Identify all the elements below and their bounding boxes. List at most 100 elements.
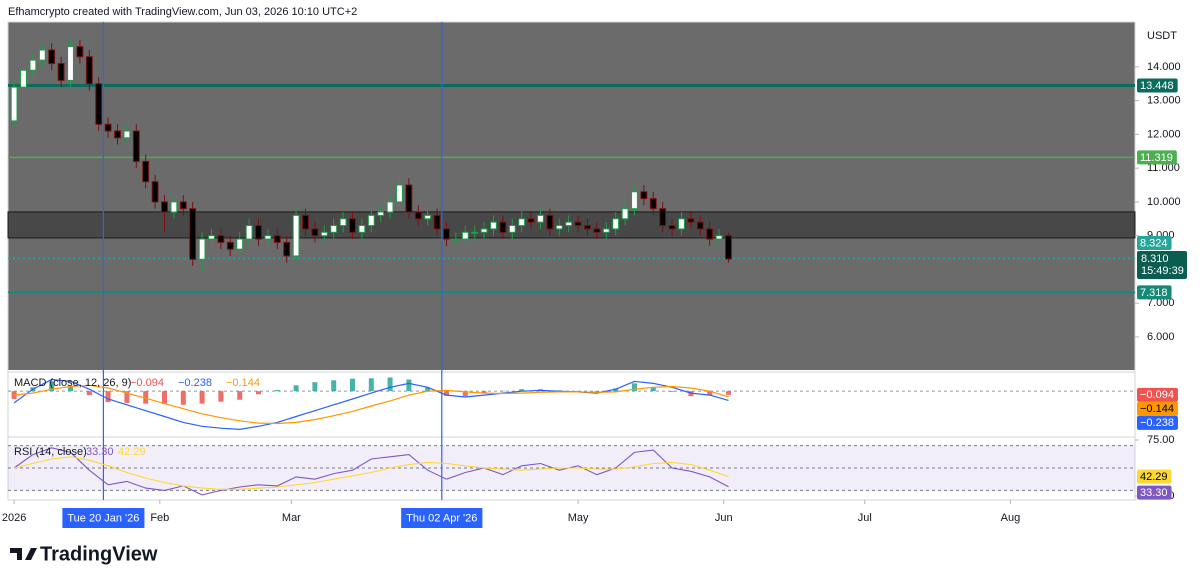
candle-body	[38, 49, 46, 61]
candle-body	[659, 208, 667, 227]
value-label-text: −0.238	[1140, 417, 1174, 429]
histogram-bar	[312, 382, 318, 392]
candle-body	[123, 130, 131, 139]
histogram-bar	[124, 391, 130, 403]
candle-body	[161, 201, 168, 213]
level-label: 8.324	[1137, 235, 1172, 250]
legend-value: −0.094	[130, 377, 164, 389]
rsi-line	[13, 456, 729, 490]
candle-body	[612, 218, 620, 230]
y-tick-label: 12.000	[1147, 128, 1181, 140]
candle-body	[208, 235, 215, 240]
candle-body	[480, 228, 488, 233]
candle-body	[76, 46, 84, 58]
candle-body	[602, 228, 610, 233]
y-tick-label: 75.00	[1147, 434, 1175, 446]
y-tick-label: 6.000	[1147, 331, 1175, 343]
value-label: −0.094	[1137, 387, 1178, 402]
price-pane	[8, 22, 1135, 370]
x-tick-label: Jun	[715, 512, 733, 524]
brand-logo: TradingView	[10, 543, 158, 565]
candle-body	[132, 130, 140, 162]
histogram-bar	[237, 391, 243, 400]
histogram-bar	[500, 390, 506, 392]
candle-body	[546, 214, 554, 230]
countdown-text: 15:49:39	[1141, 265, 1184, 277]
histogram-bar	[293, 385, 299, 392]
candle-body	[311, 228, 319, 237]
candle-body	[85, 56, 93, 85]
candle-body	[217, 235, 225, 243]
histogram-bar	[68, 386, 74, 392]
level-label-bg	[1137, 150, 1177, 165]
legend-value: 42.29	[118, 446, 146, 458]
candle-body	[574, 221, 582, 227]
rsi-line	[13, 447, 729, 496]
histogram-bar	[481, 391, 487, 394]
candle-body	[349, 218, 356, 233]
histogram-bar	[725, 391, 731, 395]
candle-body	[443, 228, 450, 240]
value-label: −0.144	[1137, 401, 1178, 416]
candle-body	[471, 231, 479, 234]
level-label: 11.319	[1137, 150, 1177, 165]
candle-body	[687, 218, 695, 223]
histogram-bar	[650, 387, 656, 392]
histogram-bar	[255, 391, 261, 395]
candle-body	[151, 181, 159, 203]
y-tick-label: 7.000	[1147, 297, 1175, 309]
candle-body	[367, 214, 375, 227]
y-tick-label: 13.000	[1147, 95, 1181, 107]
candle-body	[358, 225, 366, 233]
candle-body	[518, 218, 526, 227]
level-label: 7.318	[1137, 285, 1172, 300]
candle-body	[104, 123, 112, 132]
candle-body	[95, 83, 103, 125]
histogram-bar	[86, 391, 92, 396]
candle-body	[396, 184, 403, 203]
histogram-bar	[519, 389, 525, 392]
candle-body	[508, 225, 516, 233]
histogram-bar	[49, 381, 55, 392]
histogram-bar	[425, 387, 431, 392]
candle-body	[386, 201, 394, 213]
value-label-text: −0.094	[1140, 389, 1174, 401]
histogram-bar	[218, 391, 224, 402]
candle-body	[593, 228, 601, 233]
level-label-text: 8.324	[1140, 237, 1168, 249]
histogram-bar	[631, 383, 637, 392]
candle-body	[20, 69, 27, 88]
value-label: −0.238	[1137, 415, 1178, 430]
candle-body	[649, 198, 657, 210]
candle-body	[142, 160, 150, 183]
candle-body	[424, 214, 432, 220]
candle-body	[706, 228, 714, 240]
candle-body	[255, 225, 262, 240]
header-text: Efhamcrypto created with TradingView.com…	[8, 6, 357, 18]
crosshair-label-bg	[62, 508, 145, 528]
candle-body	[565, 221, 573, 227]
candle-body	[273, 235, 281, 243]
histogram-bar	[443, 391, 449, 396]
histogram-bar	[199, 391, 205, 404]
crosshair-label: Thu 02 Apr '26	[401, 508, 483, 528]
y-tick-label: 11.000	[1147, 162, 1180, 174]
candle-body	[678, 218, 685, 230]
candle-body	[433, 214, 441, 230]
candle-body	[264, 235, 272, 240]
candle-body	[189, 208, 197, 260]
candle-body	[339, 218, 347, 227]
candle-body	[405, 184, 413, 213]
candle-body	[67, 46, 74, 81]
candle-body	[537, 214, 544, 223]
candle-body	[715, 235, 723, 240]
candle-body	[226, 241, 234, 250]
candle-body	[490, 221, 497, 230]
candle-body	[584, 225, 591, 230]
candle-body	[377, 211, 385, 216]
legend-value: −0.144	[226, 377, 260, 389]
